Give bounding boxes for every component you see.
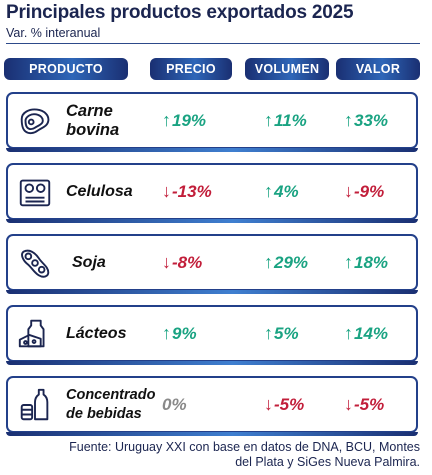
valor-value: ↑ 33% [344, 94, 388, 147]
arrow-down-icon: ↓ [264, 394, 273, 414]
value-text: 18% [354, 252, 389, 272]
table-row: Carne bovina ↑ 19% ↑ 11% ↑ 33% [6, 92, 418, 152]
chart-subtitle: Var. % interanual [6, 26, 101, 40]
volumen-value: ↑ 29% [264, 236, 308, 289]
header-valor: VALOR [336, 58, 420, 80]
value-text: 29% [274, 252, 309, 272]
source-note: Fuente: Uruguay XXI con base en datos de… [0, 440, 420, 470]
table-row: Lácteos ↑ 9% ↑ 5% ↑ 14% [6, 305, 418, 365]
beverages-icon [16, 386, 54, 424]
value-text: -5% [274, 394, 305, 414]
valor-value: ↓ -9% [344, 165, 384, 218]
value-text: -8% [172, 252, 203, 272]
product-name-line: Celulosa [66, 183, 133, 200]
value-text: 0% [162, 394, 187, 414]
value-text: 14% [354, 323, 389, 343]
value-text: -9% [354, 181, 385, 201]
arrow-up-icon: ↑ [344, 323, 353, 343]
arrow-up-icon: ↑ [162, 323, 171, 343]
precio-value: ↑ 19% [162, 94, 206, 147]
product-name-line: de bebidas [66, 405, 142, 422]
arrow-down-icon: ↓ [344, 181, 353, 201]
arrow-up-icon: ↑ [264, 323, 273, 343]
arrow-up-icon: ↑ [264, 181, 273, 201]
arrow-down-icon: ↓ [162, 252, 171, 272]
chart-title: Principales productos exportados 2025 [6, 2, 354, 23]
volumen-value: ↑ 4% [264, 165, 299, 218]
product-name: Lácteos [66, 307, 126, 360]
valor-value: ↓ -5% [344, 378, 384, 431]
value-text: 19% [172, 110, 207, 130]
volumen-value: ↓ -5% [264, 378, 304, 431]
value-text: 9% [172, 323, 197, 343]
valor-value: ↑ 18% [344, 236, 388, 289]
arrow-up-icon: ↑ [344, 110, 353, 130]
table-row: Concentrado de bebidas 0% ↓ -5% ↓ -5% [6, 376, 418, 436]
arrow-up-icon: ↑ [344, 252, 353, 272]
volumen-value: ↑ 5% [264, 307, 299, 360]
product-name: Soja [72, 236, 106, 289]
pulp-rolls-icon [16, 173, 54, 211]
precio-value: ↓ -13% [162, 165, 212, 218]
value-text: 5% [274, 323, 299, 343]
volumen-value: ↑ 11% [264, 94, 307, 147]
source-line: Fuente: Uruguay XXI con base en datos de… [69, 440, 420, 454]
product-name-line: Concentrado [66, 386, 156, 403]
valor-value: ↑ 14% [344, 307, 388, 360]
steak-icon [16, 102, 54, 140]
value-text: -13% [172, 181, 212, 201]
arrow-up-icon: ↑ [162, 110, 171, 130]
header-volumen: VOLUMEN [245, 58, 329, 80]
header-producto: PRODUCTO [4, 58, 128, 80]
arrow-down-icon: ↓ [162, 181, 171, 201]
arrow-up-icon: ↑ [264, 252, 273, 272]
product-name-line: Carne [66, 101, 113, 120]
value-text: 4% [274, 181, 299, 201]
arrow-down-icon: ↓ [344, 394, 353, 414]
source-line: del Plata y SiGes Nueva Palmira. [235, 455, 420, 469]
title-divider [6, 43, 420, 44]
soybean-icon [16, 244, 54, 282]
arrow-up-icon: ↑ [264, 110, 273, 130]
table-row: Celulosa ↓ -13% ↑ 4% ↓ -9% [6, 163, 418, 223]
header-precio: PRECIO [150, 58, 232, 80]
precio-value: ↓ -8% [162, 236, 202, 289]
product-name: Carne bovina [66, 94, 119, 147]
value-text: 33% [354, 110, 389, 130]
product-name-line: bovina [66, 120, 120, 139]
value-text: -5% [354, 394, 385, 414]
product-name: Celulosa [66, 165, 133, 218]
table-row: Soja ↓ -8% ↑ 29% ↑ 18% [6, 234, 418, 294]
product-name-line: Lácteos [66, 325, 127, 342]
precio-value: ↑ 9% [162, 307, 197, 360]
precio-value: 0% [162, 378, 187, 431]
product-name: Concentrado de bebidas [66, 378, 155, 431]
value-text: 11% [274, 110, 307, 130]
product-name-line: Soja [72, 254, 106, 271]
dairy-icon [16, 315, 54, 353]
